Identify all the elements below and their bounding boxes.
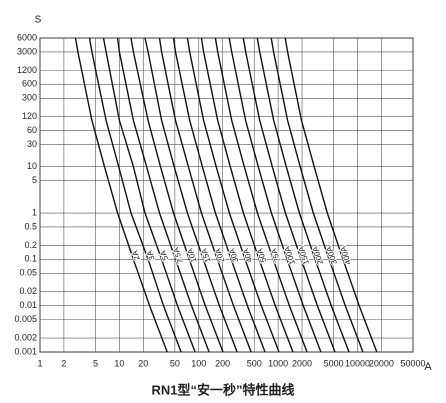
y-tick-label: 3000: [17, 46, 37, 56]
x-tick-label: 200: [215, 358, 230, 368]
curve: [284, 38, 378, 352]
x-tick-label: 50000: [400, 358, 425, 368]
x-tick-label: 50: [170, 358, 180, 368]
x-tick-label: 10: [114, 358, 124, 368]
x-tick-label: 1: [37, 358, 42, 368]
chart-title: RN1型“安一秒”特性曲线: [151, 382, 294, 397]
curve-label: 40A: [241, 247, 254, 264]
curve: [158, 38, 252, 352]
curve-label: 10A: [185, 247, 198, 264]
y-tick-label: 0.01: [19, 300, 37, 310]
y-tick-label: 5: [32, 175, 37, 185]
y-tick-label: 60: [27, 125, 37, 135]
y-tick-label: 30: [27, 139, 37, 149]
y-tick-label: 6000: [17, 32, 37, 42]
curve: [88, 38, 182, 352]
curve-label: 20A: [213, 247, 226, 264]
x-tick-label: 5: [93, 358, 98, 368]
curve: [172, 38, 266, 352]
x-tick-label: 5000: [324, 358, 344, 368]
y-tick-label: 0.001: [14, 346, 37, 356]
curve: [228, 38, 322, 352]
y-tick-label: 120: [22, 111, 37, 121]
curve-label: 150A: [296, 245, 311, 266]
curve-label: 30A: [227, 247, 240, 264]
y-tick-label: 0.005: [14, 314, 37, 324]
y-tick-label: 0.1: [24, 254, 37, 264]
y-tick-label: 0.05: [19, 268, 37, 278]
curve: [102, 38, 196, 352]
curve: [214, 38, 308, 352]
y-tick-label: 300: [22, 93, 37, 103]
curve: [256, 38, 350, 352]
curve-label: 100A: [282, 245, 297, 266]
curve: [130, 38, 224, 352]
curve-label: 3A: [145, 249, 157, 262]
curve: [186, 38, 280, 352]
x-axis-label: A: [424, 361, 432, 373]
curve: [242, 38, 336, 352]
x-tick-label: 10000: [345, 358, 370, 368]
y-tick-label: 1200: [17, 65, 37, 75]
y-tick-label: 600: [22, 79, 37, 89]
curve: [200, 38, 294, 352]
x-tick-label: 1000: [268, 358, 288, 368]
x-tick-label: 20: [138, 358, 148, 368]
x-tick-label: 100: [191, 358, 206, 368]
curve-label: 400A: [338, 245, 353, 266]
x-tick-label: 20000: [369, 358, 394, 368]
x-tick-label: 500: [247, 358, 262, 368]
curve-label: 50A: [255, 247, 268, 264]
curve-label: 200A: [310, 245, 325, 266]
curve: [144, 38, 238, 352]
y-tick-label: 0.02: [19, 286, 37, 296]
curve: [270, 38, 364, 352]
curve: [74, 38, 168, 352]
y-tick-label: 0.5: [24, 221, 37, 231]
curve-label: 5A: [158, 249, 170, 262]
y-tick-label: 0.2: [24, 240, 37, 250]
x-tick-label: 2000: [292, 358, 312, 368]
curve-label: 15A: [199, 247, 212, 264]
x-tick-label: 2: [61, 358, 66, 368]
curve-label: 2A: [130, 249, 142, 262]
plot-frame: [39, 37, 414, 353]
curve-label: 7.5A: [171, 246, 185, 265]
curve-label: 75A: [269, 247, 282, 264]
y-tick-label: 1: [32, 207, 37, 217]
curve-label: 300A: [324, 245, 339, 266]
y-tick-label: 0.002: [14, 332, 37, 342]
y-axis-label: S: [35, 15, 42, 26]
y-tick-label: 10: [27, 161, 37, 171]
curve: [116, 38, 210, 352]
